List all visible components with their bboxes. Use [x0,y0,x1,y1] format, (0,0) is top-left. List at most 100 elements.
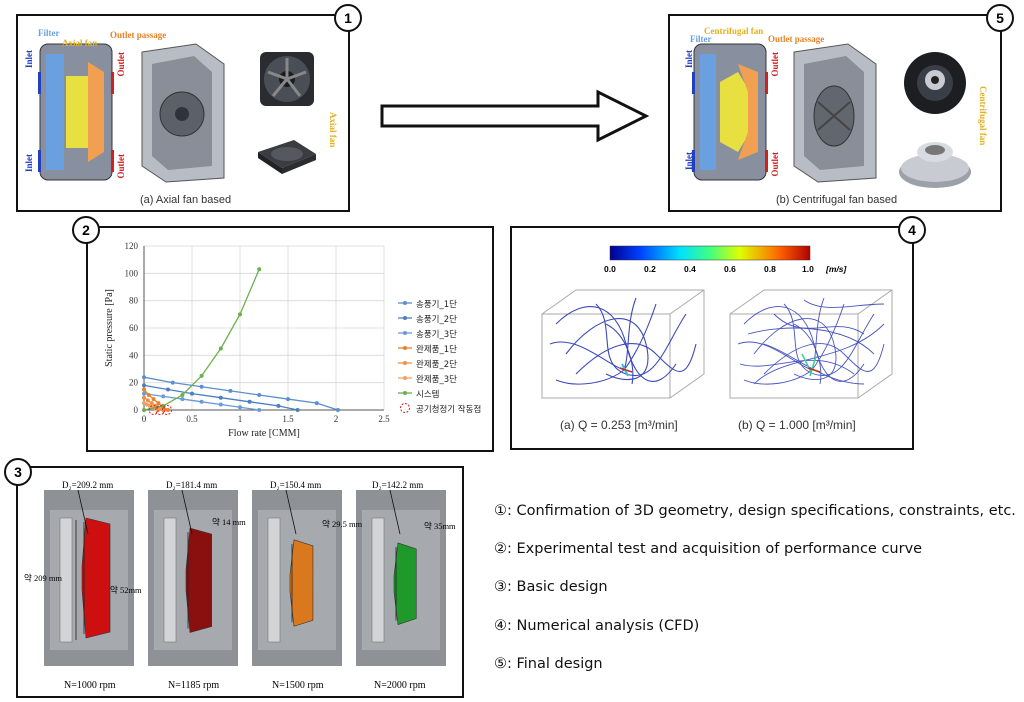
data-point [218,402,223,407]
y-tick-label: 40 [129,350,139,360]
centrifugal-fan-image-bottom [899,142,971,188]
badge-5: 5 [986,4,1014,32]
step-5: ⑤: Final design [494,656,603,672]
x-tick-label: 1 [238,414,243,424]
x-tick-label: 2 [334,414,339,424]
data-point [180,397,185,402]
panel-cfd: 0.0 0.2 0.4 0.6 0.8 1.0 [m/s] [510,226,914,450]
label-outlet-top: Outlet [116,52,126,77]
centrifugal-cross-section [692,43,768,181]
y-tick-label: 60 [129,323,139,333]
colorbar-tick: 0.2 [644,264,656,274]
data-point [218,395,223,400]
y-axis-label: Static pressure [Pa] [104,289,115,367]
y-tick-label: 20 [129,378,139,388]
leader-line [77,490,89,535]
design-renderings [44,490,446,666]
annotation-d3: 약 29.5 mm [322,519,363,529]
label-outlet-bottom: Outlet [770,152,780,177]
centrifugal-3d-housing [793,43,877,183]
legend-item: 완제품_1단 [416,345,457,355]
data-point [170,380,175,385]
panel-axial-fan: Filter Axial fan Outlet passage Inlet In… [16,14,350,212]
legend-marker [403,301,407,305]
data-point [142,375,146,380]
panel-centrifugal-fan: Filter Centrifugal fan Outlet passage In… [668,14,1002,212]
y-tick-label: 120 [125,241,139,251]
colorbar-tick: 0.6 [724,264,736,274]
data-point [286,397,290,402]
badge-2: 2 [72,216,100,244]
cfd-streamlines-a [541,289,705,399]
duct-wall [267,517,281,643]
label-inlet-top: Inlet [684,50,694,68]
data-point [218,346,223,351]
duct-wall [163,517,177,643]
data-point [238,312,242,317]
leader-line [389,490,401,535]
label-fan: Centrifugal fan [704,26,764,36]
legend-item: 완제품_2단 [416,360,457,370]
data-point [166,387,170,392]
design-diameter: D₂=209.2 mm [62,480,114,490]
impeller-blade [185,527,212,633]
design-rpm: N=2000 rpm [374,680,426,691]
series-line [143,376,339,411]
legend-item: 공기청정기 작동점 [416,405,482,415]
data-point [238,405,242,410]
data-point [295,408,300,412]
label-inlet-bottom: Inlet [684,152,694,170]
x-tick-label: 0.5 [186,414,198,424]
data-point [161,394,166,399]
data-point [257,408,262,412]
flow-arrow [380,89,650,143]
leader-line [181,490,193,535]
label-inlet-bottom: Inlet [24,154,34,172]
panel-performance-chart: 0 20 40 60 80 100 120 0 0.5 1 1.5 2 2.5 Flow rate [CM… [86,226,494,452]
legend-item: 송풍기_3단 [416,330,457,340]
data-point [276,403,281,408]
operating-point [155,405,166,415]
data-point [314,401,319,406]
data-point [335,408,340,412]
axial-cross-section [38,43,114,181]
label-fan: Axial fan [62,38,98,48]
impeller-blade [289,539,314,627]
legend-marker [400,403,410,413]
data-point [145,398,150,403]
legend-item: 완제품_3단 [416,375,457,385]
colorbar-tick: 0.4 [684,264,696,274]
annotation-width: 약 52mm [110,585,142,595]
data-point [166,408,170,412]
badge-3: 3 [4,458,32,486]
annotation-height: 약 209 mm [24,573,63,583]
caption-cfd-a: (a) Q = 0.253 [m³/min] [560,418,678,432]
data-point [142,408,146,412]
label-inlet-top: Inlet [24,50,34,68]
data-point [151,397,156,402]
data-point [190,391,194,396]
label-outlet-passage: Outlet passage [768,34,825,44]
centrifugal-fan-image-top [904,52,966,114]
data-point [180,392,185,397]
legend-marker [403,361,407,365]
annotation-d2: 약 14 mm [212,517,246,527]
x-tick-label: 1.5 [282,414,294,424]
label-outlet-bottom: Outlet [116,154,126,179]
design-rpm: N=1500 rpm [272,680,324,691]
data-point [199,399,204,404]
y-tick-label: 100 [125,268,139,278]
design-rpm: N=1185 rpm [168,680,220,691]
operating-point [162,405,173,415]
colorbar [609,245,811,261]
performance-chart: 0 20 40 60 80 100 120 0 0.5 1 1.5 2 2.5 Flow rate [CM… [104,241,412,439]
cfd-streamlines-b [729,289,893,399]
label-side-fan: Axial fan [328,112,338,148]
legend-marker [403,331,407,335]
legend-marker [403,316,407,320]
duct-wall [59,517,73,643]
legend-item: 송풍기_1단 [416,300,457,310]
label-filter: Filter [690,34,712,44]
label-outlet-top: Outlet [770,52,780,77]
data-point [228,388,233,393]
